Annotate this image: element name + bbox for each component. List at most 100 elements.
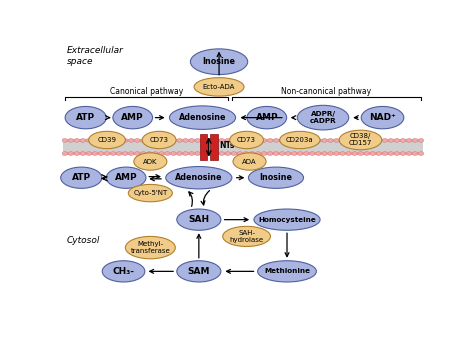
Ellipse shape xyxy=(233,153,266,170)
Circle shape xyxy=(165,138,170,142)
Ellipse shape xyxy=(247,106,287,129)
Circle shape xyxy=(183,152,188,155)
Ellipse shape xyxy=(191,49,248,74)
Circle shape xyxy=(340,138,345,142)
Ellipse shape xyxy=(254,209,320,230)
Circle shape xyxy=(207,138,212,142)
Circle shape xyxy=(62,152,67,155)
Circle shape xyxy=(328,152,333,155)
Ellipse shape xyxy=(297,105,349,130)
Circle shape xyxy=(74,152,80,155)
Circle shape xyxy=(316,138,321,142)
Circle shape xyxy=(401,138,406,142)
Circle shape xyxy=(406,152,411,155)
Circle shape xyxy=(249,152,255,155)
Text: ATP: ATP xyxy=(76,113,95,122)
Circle shape xyxy=(153,138,158,142)
Circle shape xyxy=(388,138,393,142)
Circle shape xyxy=(147,152,152,155)
Circle shape xyxy=(237,138,243,142)
Circle shape xyxy=(183,138,188,142)
Circle shape xyxy=(406,138,411,142)
Circle shape xyxy=(334,138,339,142)
Circle shape xyxy=(80,152,85,155)
Circle shape xyxy=(92,152,98,155)
Circle shape xyxy=(207,152,212,155)
Circle shape xyxy=(74,138,80,142)
Circle shape xyxy=(322,152,327,155)
Text: Cytosol: Cytosol xyxy=(66,236,100,245)
Circle shape xyxy=(394,138,400,142)
Circle shape xyxy=(153,152,158,155)
Text: ADK: ADK xyxy=(143,159,157,164)
Ellipse shape xyxy=(106,167,146,188)
Circle shape xyxy=(99,138,103,142)
Text: Adenosine: Adenosine xyxy=(175,173,223,182)
Text: Canonical pathway: Canonical pathway xyxy=(110,87,183,96)
Circle shape xyxy=(62,138,67,142)
Text: Cyto-5'NT: Cyto-5'NT xyxy=(133,190,167,196)
Circle shape xyxy=(128,152,134,155)
Circle shape xyxy=(219,138,224,142)
Circle shape xyxy=(135,138,140,142)
Circle shape xyxy=(340,152,345,155)
Text: Methyl-
transferase: Methyl- transferase xyxy=(130,241,170,254)
Text: AMP: AMP xyxy=(115,173,137,182)
Circle shape xyxy=(68,152,73,155)
Circle shape xyxy=(128,138,134,142)
Circle shape xyxy=(117,152,122,155)
Ellipse shape xyxy=(102,261,145,282)
Circle shape xyxy=(159,152,164,155)
Circle shape xyxy=(298,138,303,142)
Circle shape xyxy=(370,152,375,155)
Text: ADA: ADA xyxy=(242,159,257,164)
Circle shape xyxy=(310,138,315,142)
Circle shape xyxy=(92,138,98,142)
Text: CD203a: CD203a xyxy=(286,137,314,143)
Circle shape xyxy=(364,152,369,155)
Circle shape xyxy=(123,152,128,155)
Circle shape xyxy=(298,152,303,155)
Circle shape xyxy=(280,152,285,155)
Circle shape xyxy=(273,152,279,155)
Bar xyxy=(63,139,423,142)
Circle shape xyxy=(383,138,387,142)
Circle shape xyxy=(237,152,243,155)
Text: CD73: CD73 xyxy=(150,137,169,143)
Text: SAM: SAM xyxy=(188,267,210,276)
Bar xyxy=(63,139,423,155)
Circle shape xyxy=(141,138,146,142)
Circle shape xyxy=(401,152,406,155)
Ellipse shape xyxy=(280,131,320,149)
Circle shape xyxy=(383,152,387,155)
Circle shape xyxy=(286,152,291,155)
Text: SAH: SAH xyxy=(188,215,210,224)
Circle shape xyxy=(213,152,219,155)
Circle shape xyxy=(304,152,309,155)
Ellipse shape xyxy=(223,227,271,246)
Circle shape xyxy=(243,138,248,142)
Circle shape xyxy=(195,152,200,155)
Circle shape xyxy=(286,138,291,142)
Circle shape xyxy=(195,138,200,142)
Ellipse shape xyxy=(339,130,382,150)
Text: CD39: CD39 xyxy=(98,137,117,143)
Ellipse shape xyxy=(177,209,221,230)
Circle shape xyxy=(201,152,206,155)
Ellipse shape xyxy=(177,261,221,282)
Circle shape xyxy=(388,152,393,155)
Circle shape xyxy=(267,152,273,155)
Circle shape xyxy=(376,152,382,155)
Text: NAD⁺: NAD⁺ xyxy=(369,113,396,122)
Circle shape xyxy=(189,152,194,155)
Text: ATP: ATP xyxy=(72,173,91,182)
Bar xyxy=(210,134,218,160)
Text: AMP: AMP xyxy=(255,113,278,122)
Ellipse shape xyxy=(170,106,236,129)
Circle shape xyxy=(255,152,261,155)
Circle shape xyxy=(86,152,91,155)
Ellipse shape xyxy=(125,236,175,259)
Text: CD73: CD73 xyxy=(237,137,256,143)
Circle shape xyxy=(165,152,170,155)
Circle shape xyxy=(249,138,255,142)
